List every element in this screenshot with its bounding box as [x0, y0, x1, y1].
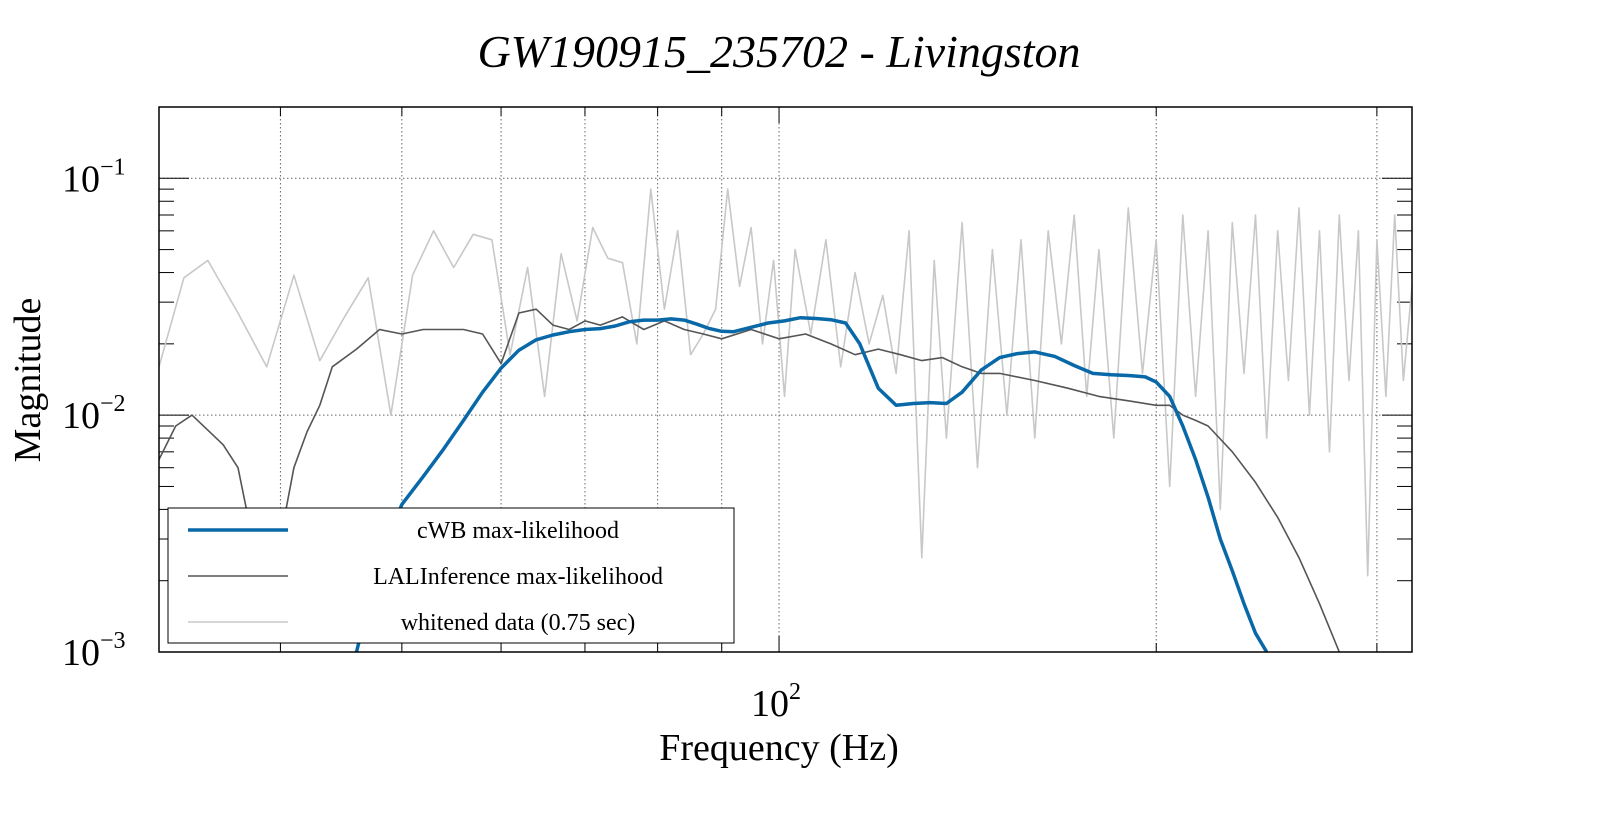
chart-title: GW190915_235702 - Livingston	[477, 26, 1080, 77]
series-line-1	[159, 308, 1341, 652]
y-axis-label: Magnitude	[7, 298, 49, 463]
grid	[159, 107, 1412, 652]
x-tick-label: 102	[751, 679, 801, 725]
plot-frame	[158, 106, 1413, 653]
x-axis-label: Frequency (Hz)	[659, 727, 899, 769]
y-tick-label: 10−2	[62, 391, 126, 437]
series-line-2	[354, 315, 1269, 652]
y-tick-label: 10−1	[62, 154, 126, 200]
legend-label: LALInference max-likelihood	[373, 564, 663, 590]
tick-labels: 10−3 10−2 10−1 102	[62, 154, 801, 725]
legend-label: whitened data (0.75 sec)	[401, 610, 636, 636]
series-line-0	[159, 188, 1412, 577]
legend-label: cWB max-likelihood	[417, 518, 619, 544]
legend: cWB max-likelihood LALInference max-likel…	[167, 507, 735, 644]
y-tick-label: 10−3	[62, 628, 126, 674]
